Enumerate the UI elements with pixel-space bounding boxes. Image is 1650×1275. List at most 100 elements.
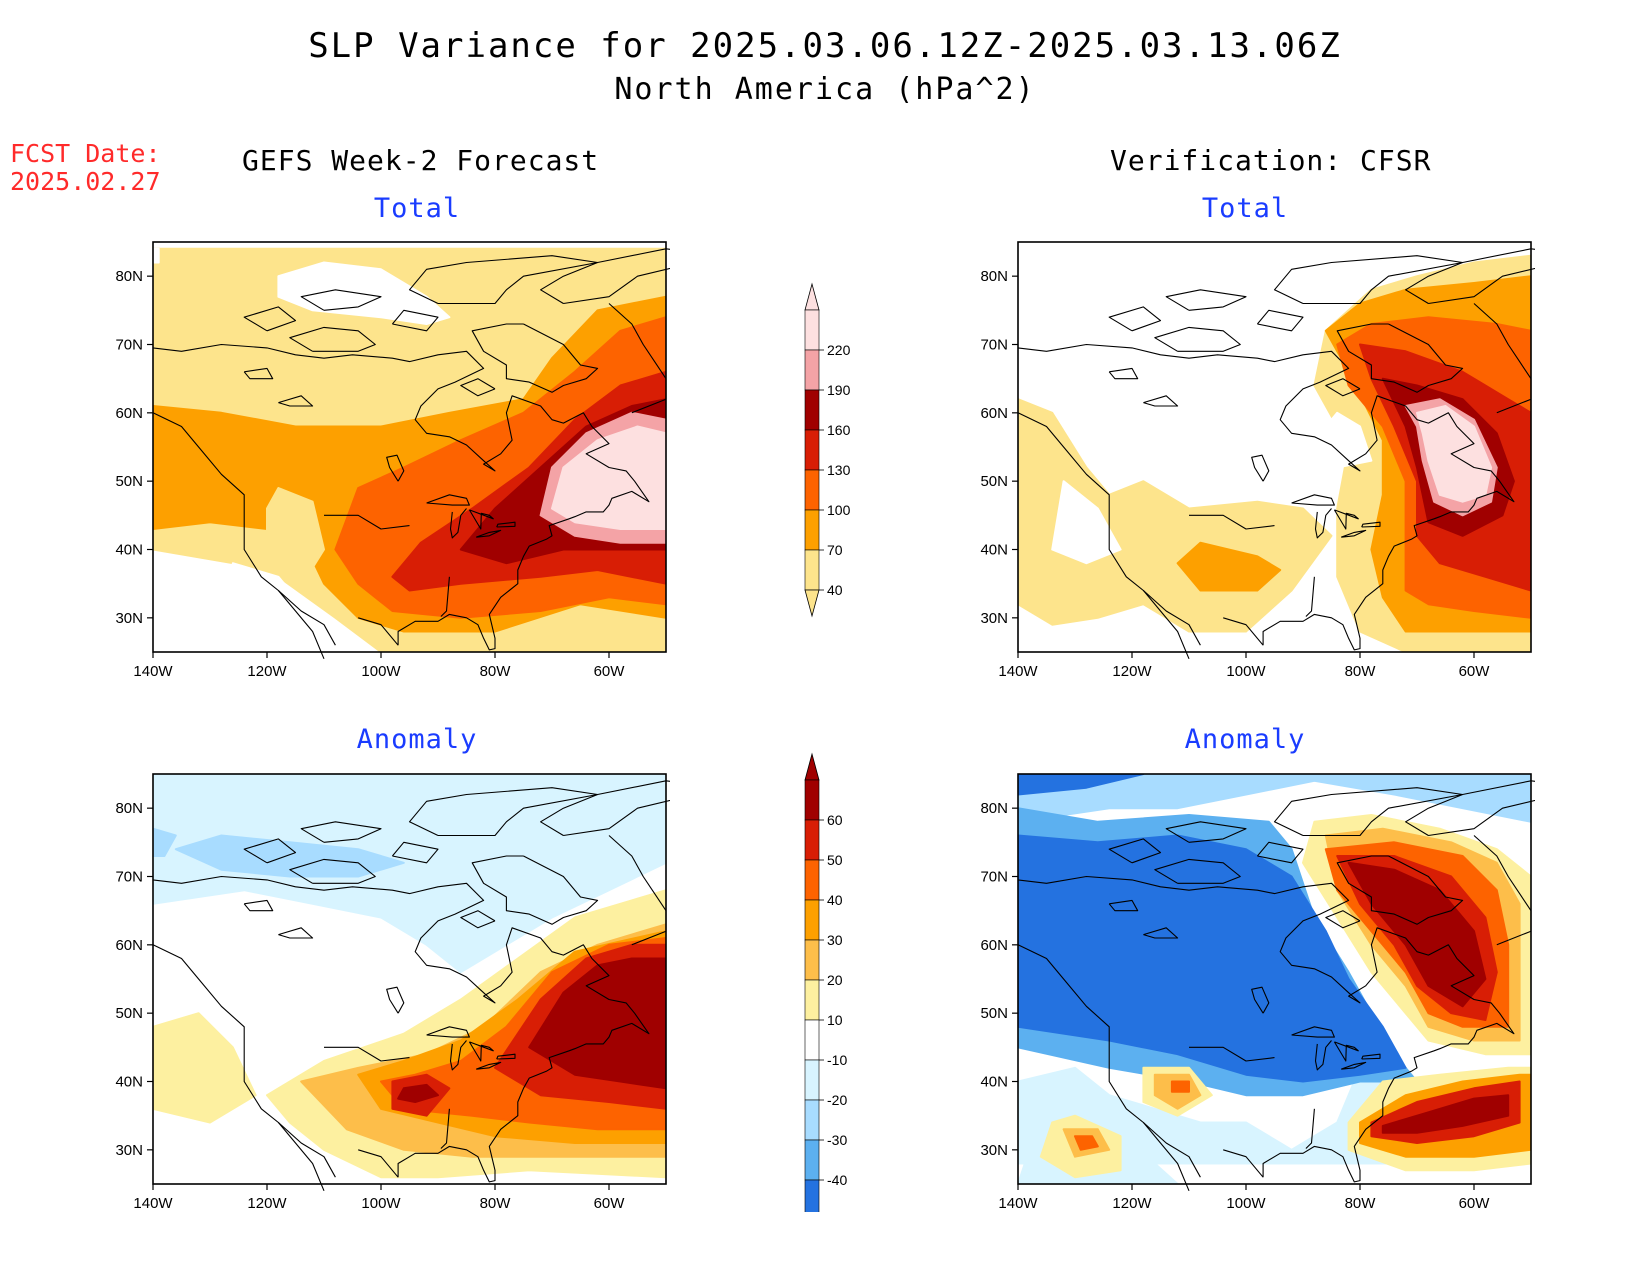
- lat-tick-label: 70N: [115, 337, 143, 354]
- lat-tick-label: 50N: [115, 1005, 143, 1022]
- panel-title-forecast-anomaly: Anomaly: [356, 724, 478, 755]
- colorbar-anomaly-label: 20: [827, 972, 843, 988]
- colorbar-total-label: 220: [827, 342, 851, 358]
- panel-title-verification-anomaly: Anomaly: [1184, 724, 1306, 755]
- lat-tick-label: 30N: [980, 1142, 1008, 1159]
- lat-tick-label: 50N: [980, 473, 1008, 490]
- colorbar-anomaly-swatch: [804, 1099, 820, 1141]
- colorbar-anomaly: 60 50 40 30 20 10 -10 -20 -30 -40: [804, 752, 847, 1212]
- lon-tick-label: 80W: [1345, 663, 1377, 677]
- lat-tick-label: 40N: [980, 1074, 1008, 1091]
- colorbar-total-top-arrow: [804, 282, 820, 311]
- lat-tick-label: 70N: [980, 869, 1008, 886]
- lon-tick-label: 120W: [247, 1195, 287, 1209]
- forecast-date-label: FCST Date:: [10, 139, 161, 168]
- lon-tick-label: 80W: [1345, 1195, 1377, 1209]
- colorbar-anomaly-label: 10: [827, 1012, 843, 1028]
- colorbar-total-swatch: [804, 549, 820, 591]
- shaded-field: [153, 242, 666, 652]
- lat-tick-label: 80N: [980, 268, 1008, 285]
- lon-tick-label: 60W: [594, 663, 626, 677]
- colorbar-anomaly-swatch: [804, 1019, 820, 1061]
- lat-tick-label: 30N: [115, 1142, 143, 1159]
- colorbar-anomaly-label: 60: [827, 812, 843, 828]
- lon-tick-label: 60W: [1459, 663, 1491, 677]
- left-column-title: GEFS Week-2 Forecast: [242, 144, 600, 177]
- colorbar-anomaly-swatch: [804, 1139, 820, 1181]
- coastline-layer: [1017, 248, 1535, 660]
- lon-tick-label: 140W: [998, 663, 1038, 677]
- map-frame: [152, 241, 667, 653]
- lon-tick-label: 60W: [1459, 1195, 1491, 1209]
- lon-tick-label: 100W: [1226, 663, 1266, 677]
- map-forecast-total: 140W 120W 100W 80W 60W 80N 70N 60N 50N 40N 30N: [115, 241, 670, 677]
- lat-tick-label: 60N: [115, 937, 143, 954]
- forecast-date-value: 2025.02.27: [10, 167, 161, 196]
- colorbar-anomaly-swatch: [804, 979, 820, 1021]
- colorbar-anomaly-swatch: [804, 939, 820, 981]
- colorbar-total: 220 190 160 130 100 70 40: [804, 282, 851, 618]
- colorbar-anomaly-label: -20: [827, 1092, 847, 1108]
- colorbar-total-label: 100: [827, 502, 851, 518]
- lat-tick-label: 70N: [980, 337, 1008, 354]
- lat-tick-label: 30N: [980, 610, 1008, 627]
- colorbar-total-label: 70: [827, 542, 843, 558]
- figure-subtitle: North America (hPa^2): [614, 72, 1036, 107]
- lat-tick-label: 80N: [115, 268, 143, 285]
- lat-tick-label: 50N: [980, 1005, 1008, 1022]
- colorbar-total-swatch: [804, 509, 820, 551]
- colorbar-anomaly-swatch: [804, 1059, 820, 1101]
- colorbar-anomaly-swatch: [804, 1179, 820, 1212]
- lon-tick-label: 60W: [594, 1195, 626, 1209]
- shaded-field: [1018, 242, 1531, 652]
- colorbar-total-label: 190: [827, 382, 851, 398]
- lon-tick-label: 100W: [361, 663, 401, 677]
- right-column-title: Verification: CFSR: [1110, 144, 1432, 177]
- colorbar-anomaly-top-arrow: [804, 752, 820, 781]
- colorbar-anomaly-label: 30: [827, 932, 843, 948]
- lon-tick-label: 80W: [480, 663, 512, 677]
- panel-title-verification-total: Total: [1201, 193, 1289, 224]
- lon-tick-label: 140W: [133, 663, 173, 677]
- lat-tick-label: 50N: [115, 473, 143, 490]
- lat-tick-label: 60N: [980, 405, 1008, 422]
- shaded-field: [153, 774, 666, 1184]
- map-forecast-anomaly: 140W 120W 100W 80W 60W 80N 70N 60N 50N 40N 30N: [115, 773, 670, 1209]
- colorbar-total-swatch: [804, 349, 820, 391]
- map-frame: [152, 773, 667, 1185]
- colorbar-total-label: 40: [827, 582, 843, 598]
- colorbar-total-bottom-arrow: [804, 589, 820, 618]
- lon-tick-label: 100W: [1226, 1195, 1266, 1209]
- colorbar-total-swatch: [804, 469, 820, 511]
- colorbar-anomaly-swatch: [804, 899, 820, 941]
- lat-tick-label: 80N: [115, 800, 143, 817]
- colorbar-total-label: 160: [827, 422, 851, 438]
- lon-tick-label: 120W: [1112, 1195, 1152, 1209]
- colorbar-anomaly-label: -30: [827, 1132, 847, 1148]
- lat-tick-label: 40N: [980, 542, 1008, 559]
- lon-tick-label: 120W: [1112, 663, 1152, 677]
- colorbar-total-swatch: [804, 389, 820, 431]
- lat-tick-label: 40N: [115, 1074, 143, 1091]
- shaded-field: [1018, 774, 1531, 1184]
- lat-tick-label: 70N: [115, 869, 143, 886]
- lat-tick-label: 40N: [115, 542, 143, 559]
- lon-tick-label: 80W: [480, 1195, 512, 1209]
- map-verification-total: 140W 120W 100W 80W 60W 80N 70N 60N 50N 40N 30N: [980, 241, 1535, 677]
- lon-tick-label: 100W: [361, 1195, 401, 1209]
- map-frame: [1017, 773, 1532, 1185]
- colorbar-anomaly-label: 50: [827, 852, 843, 868]
- coastline-layer: [152, 780, 670, 1192]
- colorbar-anomaly-label: -10: [827, 1052, 847, 1068]
- lat-tick-label: 30N: [115, 610, 143, 627]
- panel-title-forecast-total: Total: [373, 193, 461, 224]
- map-verification-anomaly: 140W 120W 100W 80W 60W 80N 70N 60N 50N 40N 30N: [980, 773, 1535, 1209]
- colorbar-anomaly-swatch: [804, 819, 820, 861]
- colorbar-anomaly-swatch: [804, 859, 820, 901]
- coastline-layer: [1017, 780, 1535, 1192]
- colorbar-anomaly-label: -40: [827, 1172, 847, 1188]
- lon-tick-label: 120W: [247, 663, 287, 677]
- lat-tick-label: 60N: [115, 405, 143, 422]
- lon-tick-label: 140W: [133, 1195, 173, 1209]
- colorbar-total-swatch: [804, 429, 820, 471]
